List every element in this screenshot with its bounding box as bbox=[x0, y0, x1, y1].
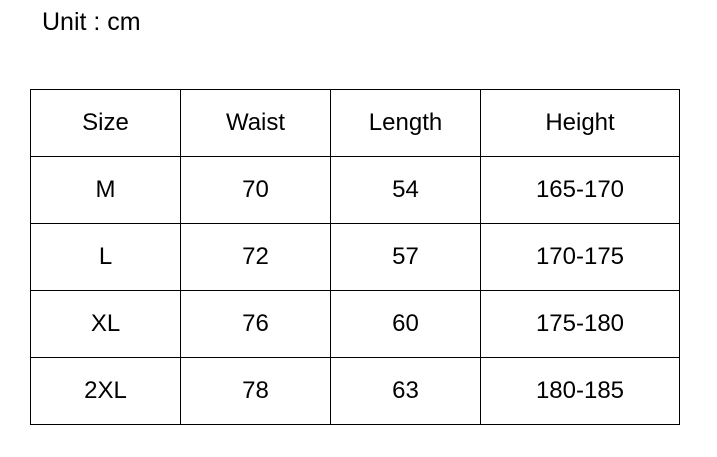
cell: 63 bbox=[330, 357, 481, 425]
header-cell: Size bbox=[30, 89, 181, 157]
header-cell: Height bbox=[480, 89, 680, 157]
cell: 180-185 bbox=[480, 357, 680, 425]
unit-label: Unit : cm bbox=[42, 8, 141, 36]
cell: 78 bbox=[180, 357, 331, 425]
table-row: 2XL 78 63 180-185 bbox=[30, 357, 680, 425]
cell: L bbox=[30, 223, 181, 291]
header-cell: Waist bbox=[180, 89, 331, 157]
cell: 54 bbox=[330, 156, 481, 224]
cell: 57 bbox=[330, 223, 481, 291]
cell: 72 bbox=[180, 223, 331, 291]
cell: 76 bbox=[180, 290, 331, 358]
cell: XL bbox=[30, 290, 181, 358]
cell: 2XL bbox=[30, 357, 181, 425]
cell: 165-170 bbox=[480, 156, 680, 224]
header-cell: Length bbox=[330, 89, 481, 157]
table-row: XL 76 60 175-180 bbox=[30, 290, 680, 358]
table-row: M 70 54 165-170 bbox=[30, 156, 680, 224]
cell: M bbox=[30, 156, 181, 224]
cell: 60 bbox=[330, 290, 481, 358]
cell: 175-180 bbox=[480, 290, 680, 358]
size-table: Size Waist Length Height M 70 54 165-170… bbox=[30, 89, 680, 425]
cell: 70 bbox=[180, 156, 331, 224]
header-row: Size Waist Length Height bbox=[30, 89, 680, 157]
table-row: L 72 57 170-175 bbox=[30, 223, 680, 291]
cell: 170-175 bbox=[480, 223, 680, 291]
